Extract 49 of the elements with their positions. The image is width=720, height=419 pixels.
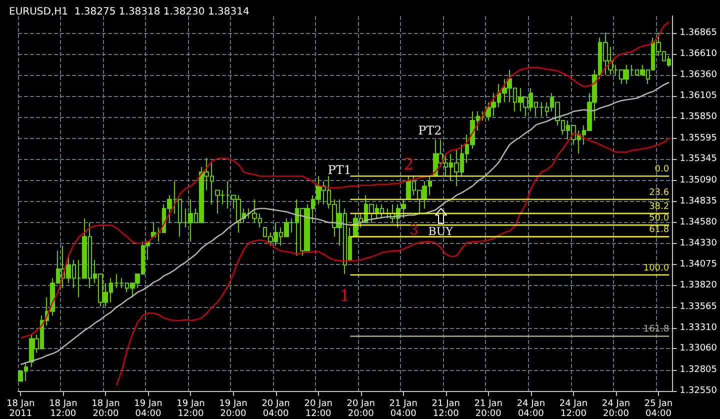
x-tick-label: 25 Jan 04:00 (644, 399, 673, 419)
x-tick-label: 21 Jan 20:00 (474, 399, 502, 419)
y-tick-label: 1.34580 (680, 218, 718, 228)
line-series (20, 82, 670, 366)
x-tick-label: 18 Jan 2011 (6, 399, 35, 419)
y-tick-label: 1.33060 (680, 344, 718, 354)
y-tick-label: 1.33310 (680, 322, 718, 333)
x-tick-label: 20 Jan 20:00 (346, 399, 375, 419)
series-label: 61.8 (649, 225, 670, 236)
chart-title: EURUSD,H1 1.38275 1.38318 1.38230 1.38314 (9, 6, 250, 18)
x-tick-label: 24 Jan 20:00 (602, 399, 630, 419)
annotation: PT1 (328, 162, 352, 177)
x-tick-label: 21 Jan 04:00 (389, 399, 418, 419)
y-tick-label: 1.36610 (680, 49, 718, 60)
y-tick-label: 1.35345 (680, 154, 717, 164)
y-tick-label: 1.36360 (680, 70, 718, 80)
y-tick-label: 1.34330 (680, 238, 718, 248)
x-tick-label: 20 Jan 04:00 (262, 399, 290, 419)
x-tick-label: 24 Jan 12:00 (559, 399, 588, 419)
series-label: 38.2 (649, 202, 670, 212)
series-label: 100.0 (643, 263, 670, 274)
annotation: PT2 (418, 123, 442, 138)
annotation: 3 (410, 222, 418, 238)
y-tick-label: 1.34835 (680, 196, 717, 206)
y-tick-label: 1.35090 (680, 175, 718, 186)
x-tick-label: 19 Jan 04:00 (134, 399, 162, 419)
x-tick-label: 18 Jan 12:00 (49, 399, 78, 419)
x-tick-label: 19 Jan 20:00 (219, 399, 248, 419)
y-tick-label: 1.34075 (680, 259, 717, 270)
y-tick-label: 1.32550 (680, 386, 718, 396)
annotation: 1 (340, 286, 350, 305)
x-tick-label: 24 Jan 04:00 (516, 399, 546, 419)
series-label: 23.6 (649, 188, 670, 198)
y-tick-label: 1.32805 (680, 364, 717, 375)
y-tick-label: 1.35595 (680, 133, 717, 144)
y-tick-label: 1.33565 (680, 302, 717, 312)
x-tick-label: 20 Jan 12:00 (304, 399, 332, 419)
x-tick-label: 18 Jan 20:00 (92, 399, 120, 419)
y-tick-label: 1.36105 (680, 91, 717, 102)
line-series (20, 21, 670, 339)
x-tick-label: 21 Jan 12:00 (432, 399, 460, 419)
x-tick-label: 19 Jan 12:00 (176, 399, 205, 419)
series-label: 0.0 (654, 164, 670, 175)
y-tick-label: 1.36865 (680, 28, 717, 38)
annotation: 2 (404, 154, 414, 174)
y-tick-label: 1.35850 (680, 112, 718, 122)
annotation: BUY (428, 225, 454, 238)
series-label: 50.0 (649, 214, 670, 224)
y-tick-label: 1.33820 (680, 280, 718, 291)
